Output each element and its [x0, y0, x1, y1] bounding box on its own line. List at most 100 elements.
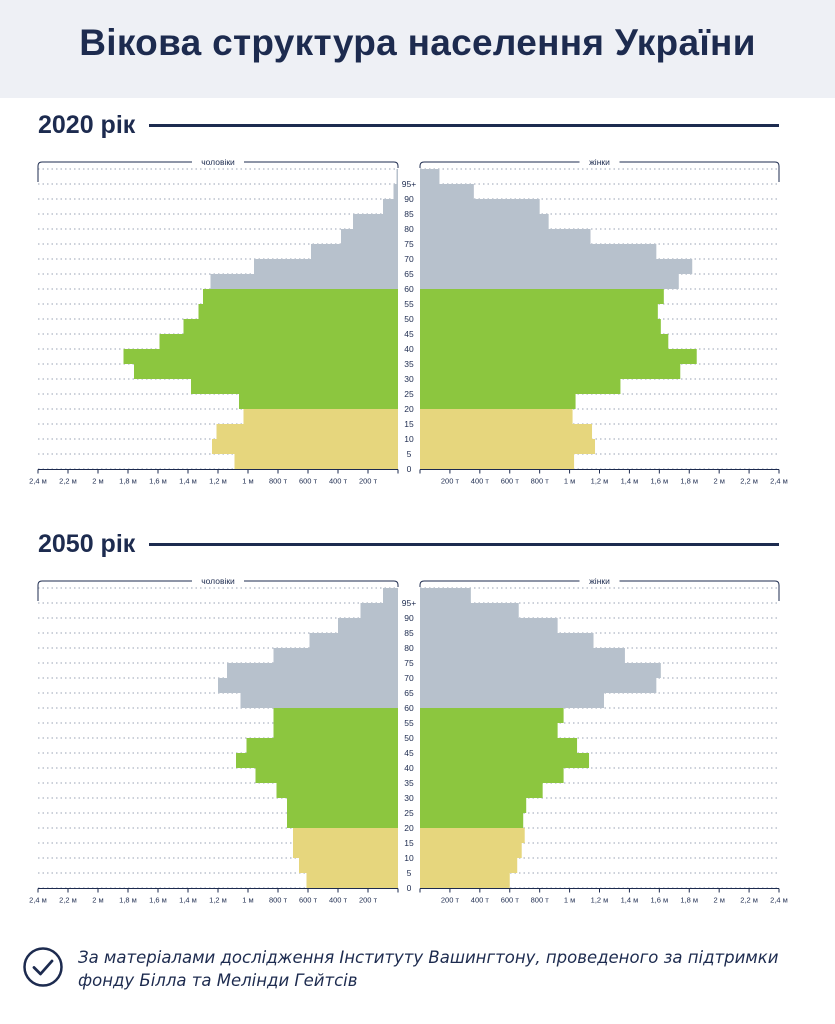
male-bar	[383, 199, 398, 214]
female-bar	[420, 214, 549, 229]
male-bar	[210, 274, 398, 289]
source-text: За матеріалами дослідження Інституту Ваш…	[78, 948, 779, 990]
male-bar	[212, 439, 398, 454]
section-heading-2050: 2050 рік	[38, 529, 780, 559]
female-bar	[420, 289, 664, 304]
age-label: 35	[404, 778, 414, 788]
title-bar: Вікова структура населення України	[0, 0, 835, 98]
x-tick-label: 400 т	[329, 896, 348, 905]
female-bar	[420, 259, 693, 274]
x-tick-label: 2,4 м	[770, 477, 788, 486]
female-bar	[420, 693, 604, 708]
male-bar	[338, 618, 398, 633]
age-label: 65	[404, 269, 414, 279]
female-bar	[420, 768, 564, 783]
male-bar	[287, 813, 398, 828]
male-bar	[383, 588, 398, 603]
female-bar	[420, 588, 471, 603]
male-bar	[239, 394, 398, 409]
x-tick-label: 1,8 м	[680, 477, 698, 486]
female-bar	[420, 184, 474, 199]
x-tick-label: 2,2 м	[59, 477, 77, 486]
x-tick-label: 1,6 м	[149, 896, 167, 905]
x-tick-label: 1 м	[564, 477, 575, 486]
male-bar	[255, 768, 398, 783]
male-bar	[306, 873, 398, 888]
age-label: 25	[404, 389, 414, 399]
female-bar	[420, 678, 657, 693]
age-label: 40	[404, 763, 414, 773]
age-label: 80	[404, 224, 414, 234]
female-bar	[420, 349, 697, 364]
female-bar	[420, 169, 440, 184]
female-label: жінки	[589, 576, 610, 586]
age-label: 50	[404, 314, 414, 324]
x-tick-label: 1,4 м	[179, 477, 197, 486]
age-label: 15	[404, 419, 414, 429]
label-backdrop	[579, 575, 620, 587]
female-bar	[420, 394, 576, 409]
female-bar	[420, 813, 524, 828]
female-bar	[420, 648, 625, 663]
age-label: 70	[404, 673, 414, 683]
age-label: 75	[404, 239, 414, 249]
check-circle-icon	[23, 947, 63, 987]
male-bar	[183, 319, 398, 334]
age-label: 40	[404, 344, 414, 354]
x-tick-label: 600 т	[299, 477, 318, 486]
x-tick-label: 800 т	[269, 477, 288, 486]
x-tick-label: 2 м	[713, 896, 724, 905]
male-bar	[216, 424, 398, 439]
label-backdrop	[192, 575, 244, 587]
male-bar	[393, 184, 398, 199]
female-bar	[420, 379, 621, 394]
male-bar	[299, 858, 398, 873]
x-tick-label: 2 м	[713, 477, 724, 486]
x-tick-label: 600 т	[501, 477, 520, 486]
female-bar	[420, 753, 590, 768]
male-bar	[240, 693, 398, 708]
male-bar	[309, 633, 398, 648]
female-bar	[420, 618, 558, 633]
age-label: 50	[404, 733, 414, 743]
age-label: 90	[404, 194, 414, 204]
x-tick-label: 1,8 м	[680, 896, 698, 905]
age-label: 10	[404, 434, 414, 444]
female-bar	[420, 783, 543, 798]
section-heading-2020: 2020 рік	[38, 110, 780, 140]
female-bar	[420, 424, 593, 439]
age-label: 95+	[402, 179, 416, 189]
population-pyramid-2050: 0 5 10 15 20 25 30 35 40 45 50 55 60 65 70 75 80 85 90 95+ ч…	[29, 575, 788, 905]
age-label: 35	[404, 359, 414, 369]
x-tick-label: 2 м	[92, 896, 103, 905]
female-bar	[420, 229, 591, 244]
year-label-2020: 2020 рік	[38, 110, 136, 139]
source-footer: За матеріалами дослідження Інституту Ваш…	[0, 930, 835, 1024]
age-label: 30	[404, 793, 414, 803]
age-label: 90	[404, 613, 414, 623]
female-bar	[420, 723, 558, 738]
x-tick-label: 800 т	[531, 896, 550, 905]
male-bar	[273, 723, 398, 738]
age-label: 65	[404, 688, 414, 698]
x-tick-label: 1 м	[242, 477, 253, 486]
male-bar	[353, 214, 398, 229]
male-bar	[396, 169, 398, 184]
female-bar	[420, 873, 510, 888]
age-label: 10	[404, 853, 414, 863]
female-bar	[420, 364, 681, 379]
male-bar	[134, 364, 398, 379]
x-tick-label: 1 м	[242, 896, 253, 905]
female-bar	[420, 304, 658, 319]
age-label: 55	[404, 718, 414, 728]
x-tick-label: 1,4 м	[179, 896, 197, 905]
age-label: 30	[404, 374, 414, 384]
x-tick-label: 200 т	[359, 896, 378, 905]
female-bar	[420, 858, 518, 873]
x-tick-label: 2,4 м	[29, 477, 47, 486]
age-label: 25	[404, 808, 414, 818]
age-label: 5	[407, 868, 412, 878]
heading-rule	[149, 542, 780, 546]
male-bar	[287, 798, 398, 813]
male-bar	[341, 229, 398, 244]
